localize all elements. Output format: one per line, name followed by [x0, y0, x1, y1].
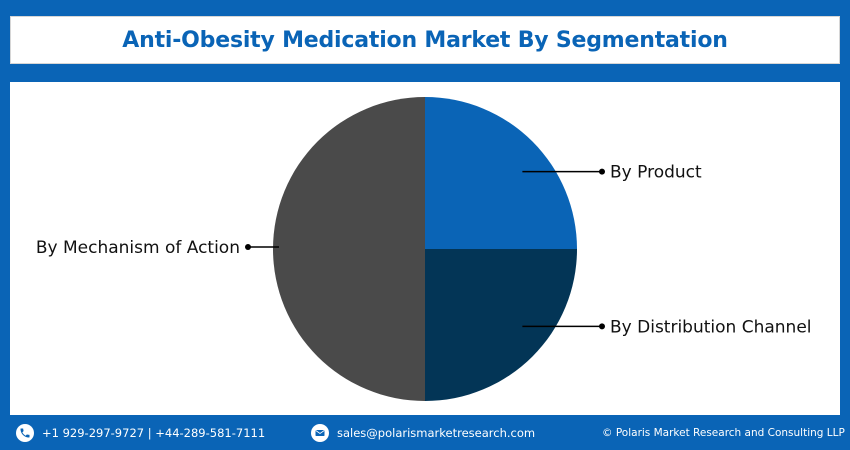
pie-chart: By Product By Distribution Channel By Mech…	[36, 97, 812, 401]
leader-dot	[599, 323, 605, 330]
footer: +1 929-297-9727 | +44-289-581-7111 sales…	[0, 418, 850, 450]
pie-slice-by-distribution-channel	[425, 249, 577, 401]
email-icon	[311, 424, 329, 442]
slice-label: By Mechanism of Action	[36, 238, 240, 258]
footer-copyright: © Polaris Market Research and Consulting…	[602, 422, 845, 444]
leader-dot	[599, 168, 605, 175]
email-address[interactable]: sales@polarismarketresearch.com	[337, 426, 536, 440]
copyright-text: © Polaris Market Research and Consulting…	[602, 427, 845, 439]
chart-panel: By Product By Distribution Channel By Mech…	[10, 82, 840, 415]
slice-label: By Product	[610, 163, 702, 183]
phone-icon	[16, 424, 34, 442]
footer-phone: +1 929-297-9727 | +44-289-581-7111	[16, 422, 265, 444]
slice-label: By Distribution Channel	[610, 317, 812, 337]
chart-title: Anti-Obesity Medication Market By Segmen…	[122, 27, 728, 53]
pie-slice-by-mechanism-of-action	[273, 97, 425, 401]
leader-dot	[245, 244, 251, 250]
footer-email: sales@polarismarketresearch.com	[311, 422, 535, 444]
phone-numbers[interactable]: +1 929-297-9727 | +44-289-581-7111	[42, 426, 266, 440]
title-banner: Anti-Obesity Medication Market By Segmen…	[10, 16, 840, 64]
pie-slice-by-product	[425, 97, 577, 249]
